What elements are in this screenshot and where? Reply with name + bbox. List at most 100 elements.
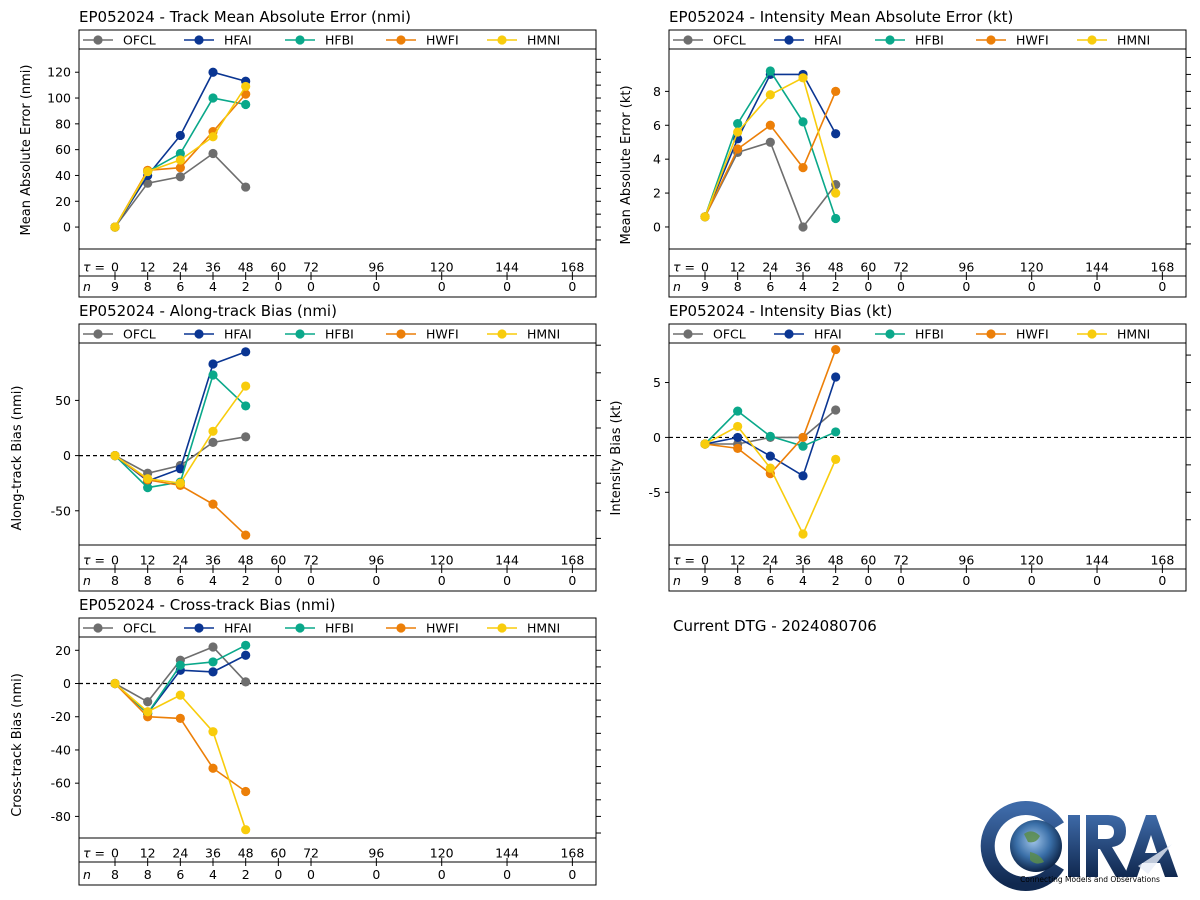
y-axis-label: Cross-track Bias (nmi) — [10, 673, 25, 817]
n-count-label: 6 — [176, 279, 184, 294]
panel-frame — [78, 29, 597, 298]
tau-tick-label: 12 — [140, 260, 156, 275]
data-point-hmni-tau12 — [143, 166, 153, 177]
data-point-ofcl-tau48 — [241, 432, 251, 442]
data-point-hfai-tau24 — [175, 464, 185, 474]
n-count-label: 0 — [307, 279, 315, 294]
data-point-hfai-tau48 — [241, 347, 251, 357]
tau-tick-label: 24 — [172, 260, 188, 275]
legend-marker — [885, 329, 895, 339]
n-count-label: 9 — [701, 573, 709, 588]
tau-tick-label: 48 — [238, 260, 254, 275]
legend-label: HWFI — [426, 327, 459, 342]
n-label: n — [83, 279, 91, 294]
legend-label: HFBI — [325, 327, 354, 342]
tau-tick-label: 60 — [270, 846, 286, 861]
y-tick-label: 40 — [55, 168, 71, 183]
data-point-hmni-tau36 — [208, 132, 218, 142]
n-count-label: 0 — [438, 279, 446, 294]
data-point-hfbi-tau48 — [241, 401, 251, 411]
n-count-label: 0 — [962, 573, 970, 588]
series-line-hmni — [114, 682, 247, 830]
y-tick-label: 50 — [55, 393, 71, 408]
legend-label: HMNI — [527, 327, 560, 342]
globe-icon — [1010, 820, 1062, 872]
panel-frame — [78, 617, 597, 886]
legend-item-hwfi: HWFI — [386, 327, 459, 342]
y-tick-label: 4 — [653, 152, 661, 167]
data-point-hmni-tau12 — [733, 127, 743, 137]
data-point-hmni-tau0 — [700, 439, 710, 449]
data-point-hmni-tau24 — [175, 690, 185, 700]
legend-item-hfai: HFAI — [184, 327, 252, 342]
n-count-label: 0 — [503, 573, 511, 588]
n-count-label: 4 — [209, 279, 217, 294]
tau-tick-label: 36 — [205, 260, 221, 275]
legend-label: OFCL — [123, 33, 156, 48]
legend-marker — [986, 329, 996, 339]
legend-item-hfbi: HFBI — [875, 33, 944, 48]
data-point-hwfi-tau48 — [831, 344, 841, 355]
y-tick-label: 20 — [55, 194, 71, 209]
y-axis-label: Intensity Bias (kt) — [609, 401, 624, 516]
legend-label: HWFI — [1016, 327, 1049, 342]
tau-label: τ = — [673, 553, 695, 568]
data-point-hfbi-tau48 — [831, 213, 841, 224]
legend-label: HFBI — [915, 33, 944, 48]
legend-item-ofcl: OFCL — [673, 327, 746, 342]
n-count-label: 0 — [897, 279, 905, 294]
data-point-hfbi-tau12 — [733, 406, 743, 416]
logo-letter-i — [1068, 815, 1080, 877]
data-point-hwfi-tau36 — [798, 432, 808, 443]
n-count-label: 0 — [372, 573, 380, 588]
legend-item-ofcl: OFCL — [83, 327, 156, 342]
legend-marker — [93, 35, 103, 45]
legend-label: HWFI — [426, 33, 459, 48]
tau-tick-label: 72 — [303, 846, 319, 861]
tau-tick-label: 0 — [111, 846, 119, 861]
panel-title: EP052024 - Cross-track Bias (nmi) — [79, 596, 335, 614]
data-point-hmni-tau36 — [798, 73, 808, 83]
cira-logo: Connecting Models and Observations — [980, 801, 1178, 891]
tau-tick-label: 96 — [368, 553, 384, 568]
data-point-hmni-tau12 — [733, 421, 743, 432]
legend-label: HFBI — [325, 33, 354, 48]
tau-tick-label: 0 — [111, 553, 119, 568]
panel-along-track-bias: EP052024 - Along-track Bias (nmi) OFCL HF… — [10, 302, 601, 592]
tau-tick-label: 36 — [795, 260, 811, 275]
legend-label: HMNI — [1117, 33, 1150, 48]
n-count-label: 9 — [111, 279, 119, 294]
data-point-hmni-tau0 — [110, 450, 120, 461]
legend-marker — [194, 623, 204, 633]
panel-cross-track-bias: EP052024 - Cross-track Bias (nmi) OFCL HF… — [10, 596, 601, 886]
n-count-label: 2 — [832, 573, 840, 588]
data-point-ofcl-tau48 — [241, 182, 251, 192]
tau-tick-label: 120 — [1020, 260, 1044, 275]
legend-item-hfai: HFAI — [774, 327, 842, 342]
n-label: n — [83, 573, 91, 588]
panel-frame — [668, 323, 1187, 592]
legend-label: OFCL — [713, 327, 746, 342]
legend-label: OFCL — [713, 33, 746, 48]
tau-tick-label: 168 — [560, 846, 584, 861]
legend-label: HWFI — [1016, 33, 1049, 48]
tau-tick-label: 96 — [958, 260, 974, 275]
tau-tick-label: 144 — [1085, 553, 1109, 568]
data-point-ofcl-tau24 — [765, 137, 775, 147]
data-point-hfai-tau48 — [831, 372, 841, 382]
n-count-label: 0 — [274, 867, 282, 882]
tau-tick-label: 120 — [430, 553, 454, 568]
legend-label: OFCL — [123, 327, 156, 342]
data-point-ofcl-tau48 — [241, 677, 251, 687]
y-tick-label: 6 — [653, 118, 661, 133]
panel-intensity-bias: EP052024 - Intensity Bias (kt) OFCL HFAI H… — [609, 302, 1191, 592]
data-point-hfbi-tau36 — [798, 117, 808, 127]
tau-label: τ = — [83, 846, 105, 861]
n-count-label: 8 — [144, 867, 152, 882]
n-count-label: 8 — [734, 279, 742, 294]
legend-marker — [1087, 329, 1097, 339]
legend-item-ofcl: OFCL — [83, 33, 156, 48]
data-point-hmni-tau24 — [765, 463, 775, 473]
tau-tick-label: 96 — [368, 260, 384, 275]
data-point-hwfi-tau24 — [765, 120, 775, 130]
